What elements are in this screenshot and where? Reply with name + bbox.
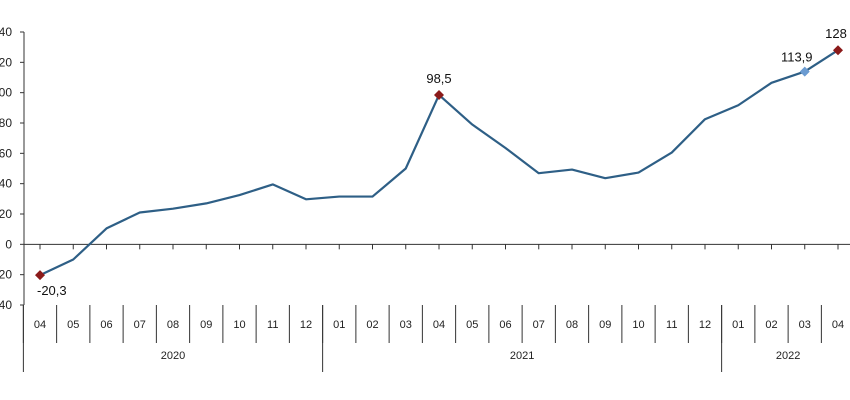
year-label: 2022 — [776, 350, 800, 362]
month-label: 05 — [466, 319, 478, 331]
month-label: 10 — [632, 319, 644, 331]
month-label: 07 — [533, 319, 545, 331]
highlight-marker — [833, 45, 843, 56]
month-label: 06 — [499, 319, 511, 331]
month-label: 03 — [400, 319, 412, 331]
y-tick-label: 40 — [0, 177, 12, 191]
y-tick-label: 120 — [0, 55, 12, 69]
month-label: 12 — [699, 319, 711, 331]
month-label: 09 — [599, 319, 611, 331]
month-label: 04 — [832, 319, 844, 331]
month-label: 09 — [200, 319, 212, 331]
year-label: 2021 — [510, 350, 534, 362]
month-label: 02 — [765, 319, 777, 331]
month-label: 04 — [433, 319, 445, 331]
month-label: 02 — [366, 319, 378, 331]
y-tick-label: -40 — [0, 298, 12, 312]
y-tick-label: 140 — [0, 25, 12, 39]
month-label: 01 — [732, 319, 744, 331]
year-label: 2020 — [161, 350, 185, 362]
month-label: 11 — [666, 319, 677, 331]
y-tick-label: 100 — [0, 86, 12, 100]
month-label: 06 — [100, 319, 112, 331]
y-tick-label: 0 — [5, 237, 12, 251]
highlight-marker — [35, 270, 45, 281]
month-label: 07 — [134, 319, 146, 331]
highlight-marker — [434, 89, 444, 100]
month-label: 10 — [233, 319, 245, 331]
month-label: 03 — [799, 319, 811, 331]
y-tick-label: -20 — [0, 268, 12, 282]
month-label: 04 — [34, 319, 46, 331]
month-label: 12 — [300, 319, 312, 331]
y-tick-label: 80 — [0, 116, 12, 130]
month-label: 11 — [267, 319, 278, 331]
month-label: 08 — [566, 319, 578, 331]
data-label: 98,5 — [426, 71, 451, 86]
y-tick-label: 20 — [0, 207, 12, 221]
data-label: -20,3 — [37, 283, 67, 298]
month-label: 08 — [167, 319, 179, 331]
data-label: 128 — [825, 26, 847, 41]
y-tick-label: 60 — [0, 146, 12, 160]
month-label: 01 — [333, 319, 345, 331]
highlight-marker — [799, 66, 810, 77]
data-label: 113,9 — [781, 50, 813, 65]
month-label: 05 — [67, 319, 79, 331]
